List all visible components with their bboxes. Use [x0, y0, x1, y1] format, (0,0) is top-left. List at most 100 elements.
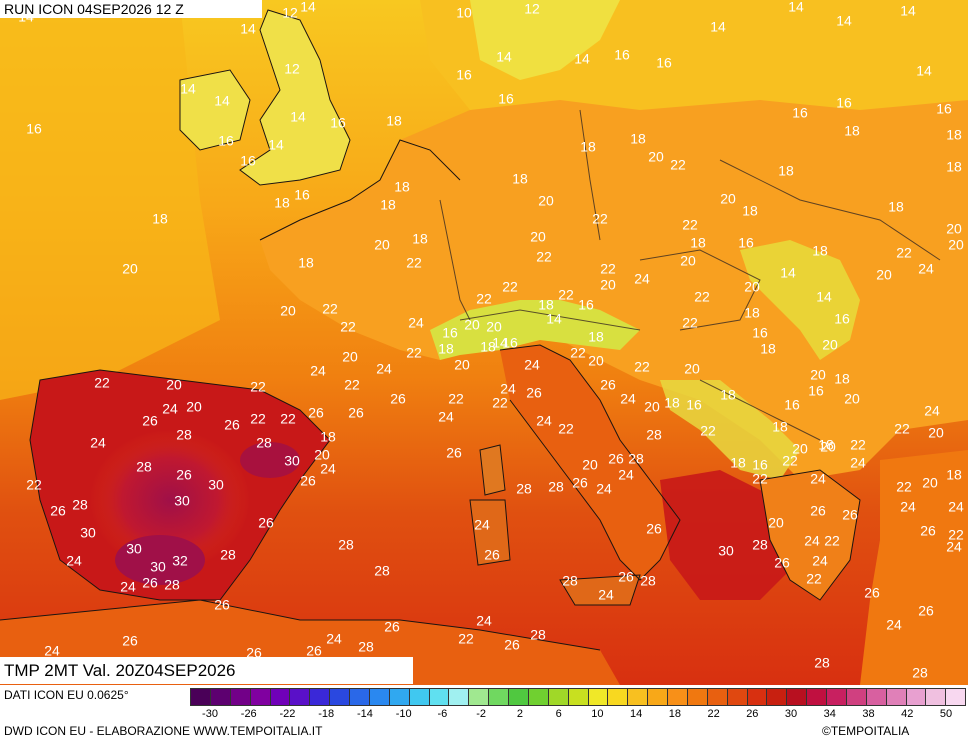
- legend-tick-label: 10: [591, 708, 604, 720]
- temperature-label: 18: [386, 113, 402, 129]
- temperature-label: 20: [768, 515, 784, 531]
- temperature-label: 26: [608, 451, 624, 467]
- temperature-label: 18: [298, 255, 314, 271]
- legend-swatch: [350, 689, 370, 705]
- temperature-label: 16: [738, 235, 754, 251]
- footer-credit: DWD ICON EU - ELABORAZIONE WWW.TEMPOITAL…: [4, 724, 323, 738]
- legend-swatch: [727, 689, 748, 705]
- temperature-label: 22: [322, 301, 338, 317]
- coastline-sicily: [559, 574, 641, 606]
- temperature-label: 24: [90, 435, 106, 451]
- temperature-label: 22: [700, 423, 716, 439]
- temperature-label: 22: [448, 391, 464, 407]
- temperature-label: 28: [72, 497, 88, 513]
- temperature-label: 28: [752, 537, 768, 553]
- temperature-label: 20: [876, 267, 892, 283]
- legend-tick-label: 50: [939, 708, 953, 720]
- legend-tick-label: -6: [437, 708, 448, 720]
- temperature-label: 18: [320, 429, 336, 445]
- temperature-label: 18: [512, 171, 528, 187]
- temperature-label: 24: [900, 499, 916, 515]
- temperature-label: 22: [570, 345, 586, 361]
- temperature-label: 28: [220, 547, 236, 563]
- temperature-label: 20: [122, 261, 138, 277]
- iberia-hot-south: [115, 535, 205, 585]
- coastline-ireland: [179, 69, 251, 151]
- temperature-label: 12: [282, 5, 298, 21]
- temperature-label: 22: [476, 291, 492, 307]
- temperature-label: 18: [690, 235, 706, 251]
- legend-tick-label: -10: [395, 708, 412, 720]
- temperature-label: 22: [558, 421, 574, 437]
- balkan-mountains: [660, 380, 800, 480]
- border-ukraine: [719, 159, 941, 261]
- temperature-label: 20: [822, 337, 838, 353]
- temperature-label: 22: [94, 375, 110, 391]
- temperature-label: 30: [174, 493, 190, 509]
- temperature-label: 14: [214, 93, 230, 109]
- temperature-label: 26: [618, 569, 634, 585]
- temperature-label: 16: [240, 153, 256, 169]
- temperature-label: 22: [782, 453, 798, 469]
- legend-swatch: [787, 689, 808, 705]
- legend-swatch: [707, 689, 728, 705]
- temperature-label: 18: [812, 243, 828, 259]
- temperature-label: 30: [208, 477, 224, 493]
- border-balkans: [699, 379, 821, 441]
- temperature-label: 22: [558, 287, 574, 303]
- temperature-label: 20: [792, 441, 808, 457]
- legend-tick-label: -22: [279, 708, 296, 720]
- temperature-label: 26: [504, 637, 520, 653]
- temperature-label: 18: [946, 159, 962, 175]
- temperature-label: 24: [598, 587, 614, 603]
- temperature-label: 26: [918, 603, 934, 619]
- temperature-label: 22: [896, 245, 912, 261]
- legend-swatch: [946, 689, 966, 705]
- coastline-greece: [759, 469, 861, 601]
- temperature-label: 18: [380, 197, 396, 213]
- temperature-label: 22: [592, 211, 608, 227]
- temperature-label: 18: [588, 329, 604, 345]
- legend-swatch: [886, 689, 907, 705]
- legend-swatch: [469, 689, 490, 705]
- temperature-label: 12: [524, 1, 540, 17]
- temperature-label: 24: [536, 413, 552, 429]
- temperature-label: 16: [330, 115, 346, 131]
- temperature-label: 18: [438, 341, 454, 357]
- temperature-label: 24: [320, 461, 336, 477]
- coastline-corsica: [479, 444, 506, 496]
- temperature-label: 24: [948, 499, 964, 515]
- temperature-label: 22: [896, 479, 912, 495]
- temperature-label: 18: [630, 131, 646, 147]
- legend-swatch: [608, 689, 629, 705]
- temperature-label: 26: [246, 645, 262, 661]
- temperature-label: 20: [464, 317, 480, 333]
- continental-land: [260, 40, 968, 480]
- temperature-label: 20: [648, 149, 664, 165]
- legend-swatch: [827, 689, 847, 705]
- temperature-label: 28: [176, 427, 192, 443]
- temperature-label: 24: [376, 361, 392, 377]
- temperature-label: 30: [284, 453, 300, 469]
- legend-swatch: [648, 689, 668, 705]
- border-alps: [459, 309, 641, 331]
- temperature-label: 16: [442, 325, 458, 341]
- temperature-label: 24: [812, 553, 828, 569]
- temperature-label: 28: [338, 537, 354, 553]
- temperature-label: 28: [548, 479, 564, 495]
- temperature-label: 26: [646, 521, 662, 537]
- temperature-label: 22: [26, 477, 42, 493]
- ebro-hot: [240, 442, 300, 478]
- legend-tick-label: 26: [746, 708, 759, 720]
- legend-swatch: [489, 689, 509, 705]
- temperature-label: 16: [26, 121, 42, 137]
- temperature-label: 14: [546, 311, 562, 327]
- coastline-north-africa: [0, 599, 601, 651]
- temperature-label: 16: [218, 133, 234, 149]
- temperature-label: 24: [310, 363, 326, 379]
- temperature-label: 20: [588, 353, 604, 369]
- temperature-label: 14: [816, 289, 832, 305]
- legend-swatch: [866, 689, 887, 705]
- temperature-label: 24: [618, 467, 634, 483]
- legend-swatch: [747, 689, 768, 705]
